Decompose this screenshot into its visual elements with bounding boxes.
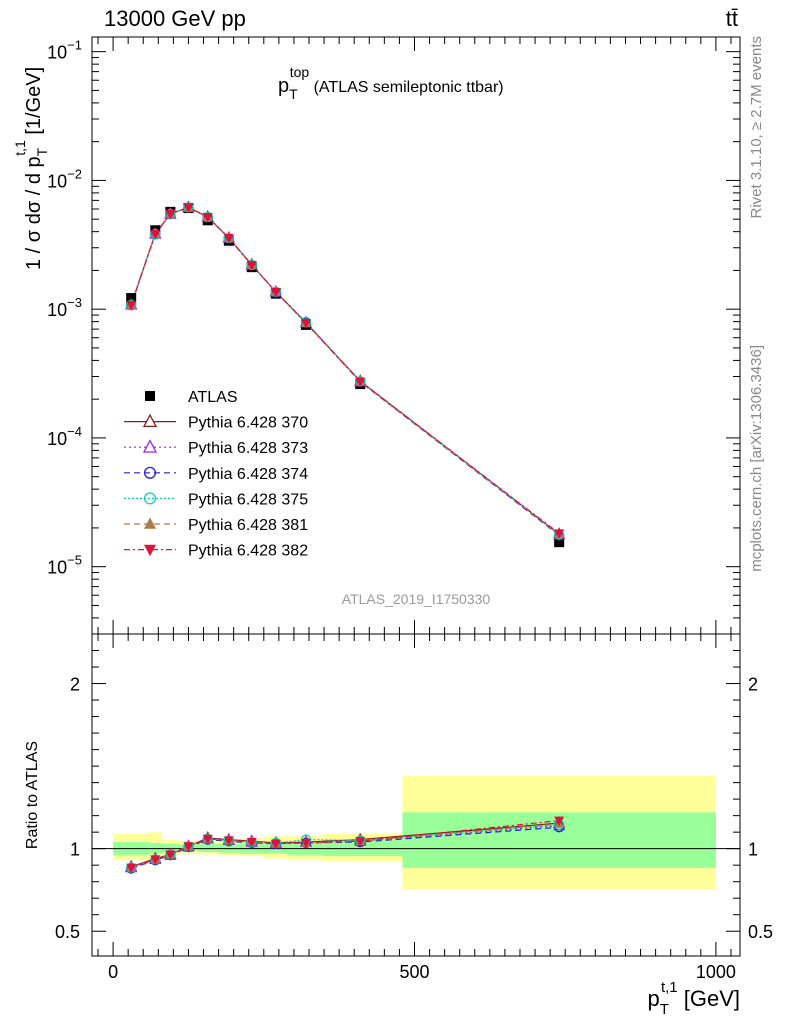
y-tick-label: 10−2 (47, 166, 82, 191)
process-label: tt̄ (726, 6, 738, 31)
y-tick-label-exp: −5 (67, 553, 82, 568)
legend-marker (145, 391, 155, 401)
ratio-tick-label: 1 (70, 840, 80, 860)
series-point (270, 287, 281, 298)
ratio-band-inner (324, 839, 403, 857)
series-point (246, 260, 257, 271)
y-tick-label-base: 10 (47, 300, 67, 320)
plot-title-main: p (278, 75, 289, 97)
y-axis-label-sup: t,1 (12, 140, 28, 156)
legend-marker (144, 544, 156, 557)
ratio-axis-label: Ratio to ATLAS (24, 741, 41, 849)
ratio-series-point (270, 839, 281, 850)
legend-marker (143, 492, 157, 505)
series-point (202, 213, 213, 223)
ratio-tick-label: 0.5 (55, 922, 80, 942)
ratio-series-point (554, 816, 565, 827)
series-point (165, 209, 176, 220)
series-point (150, 230, 161, 240)
main-panel: 10−110−210−310−410−5 pTtop (ATLAS semile… (12, 36, 741, 635)
y-axis-label-unit: [1/GeV] (23, 67, 45, 140)
ratio-axis-ticks: 0 500 1000 2 2 1 1 0.5 0.5 (55, 620, 773, 982)
main-axis-ticks: 10−110−210−310−410−5 (47, 37, 740, 635)
y-tick-label: 10−1 (47, 38, 82, 63)
atlas-data-point (554, 537, 565, 548)
legend-label: ATLAS (188, 389, 238, 406)
ratio-series-point (150, 855, 161, 865)
series-point (554, 529, 565, 539)
x-axis-label-main: p (648, 986, 660, 1011)
x-axis-label: pTt,1 [GeV] (648, 979, 740, 1018)
x-tick-label: 1000 (696, 962, 736, 982)
ratio-tick-label-right: 1 (748, 840, 758, 860)
y-tick-label-base: 10 (47, 171, 67, 191)
series-line (130, 206, 560, 536)
legend-marker (142, 439, 158, 453)
ratio-tick-label: 2 (70, 675, 80, 695)
y-tick-label-base: 10 (47, 43, 67, 63)
y-tick-label-base: 10 (47, 558, 67, 578)
ratio-panel: 0 500 1000 2 2 1 1 0.5 0.5 Ratio to ATLAS (24, 620, 773, 982)
x-tick-label: 0 (108, 962, 118, 982)
rivet-label: Rivet 3.1.10, ≥ 2.7M events (748, 36, 765, 219)
ratio-series-point (355, 837, 366, 847)
series-point (300, 318, 311, 329)
y-tick-label-exp: −4 (67, 424, 82, 439)
x-axis-label-sub: T (660, 1001, 669, 1018)
ratio-series-point (246, 838, 257, 848)
energy-label: 13000 GeV pp (104, 6, 246, 31)
ratio-band-inner (197, 843, 219, 852)
series-line (130, 206, 560, 534)
legend-label: Pythia 6.428 381 (188, 517, 308, 534)
legend-label: Pythia 6.428 382 (188, 543, 308, 560)
ratio-series-point (126, 863, 137, 874)
mcplots-label: mcplots.cern.ch [arXiv:1306.3436] (748, 345, 765, 572)
x-axis-label-unit: [GeV] (678, 986, 740, 1011)
plot-title-sup: top (290, 64, 310, 80)
ratio-tick-label-right: 0.5 (748, 922, 773, 942)
ratio-series-point (202, 834, 213, 845)
ratio-tick-label-right: 2 (748, 675, 758, 695)
y-tick-label: 10−3 (47, 295, 82, 320)
y-tick-label-base: 10 (47, 429, 67, 449)
legend-label: Pythia 6.428 374 (188, 466, 308, 483)
plot-title: pTtop (ATLAS semileptonic ttbar) (278, 64, 504, 102)
ratio-series-point (165, 850, 176, 860)
series-line (130, 206, 560, 535)
series-point (223, 234, 234, 244)
series-point (126, 300, 137, 311)
series-point (355, 377, 366, 388)
y-axis-label: 1 / σ dσ / d pTt,1 [1/GeV] (12, 67, 50, 270)
ratio-bands (92, 776, 740, 890)
legend-marker (144, 517, 156, 529)
legend-marker (142, 413, 158, 428)
plot-title-sub: T (289, 86, 298, 102)
ratio-data-layer (125, 816, 566, 874)
y-tick-label-exp: −2 (67, 166, 82, 181)
x-axis-label-sup: t,1 (661, 979, 678, 996)
y-tick-label-exp: −3 (67, 295, 82, 310)
legend: ATLAS Pythia 6.428 370 Pythia 6.428 373 Pyt… (124, 389, 308, 560)
plot-title-rest: (ATLAS semileptonic ttbar) (309, 79, 503, 96)
analysis-id: ATLAS_2019_I1750330 (342, 591, 491, 607)
y-axis-label-main: 1 / σ dσ / d p (23, 156, 45, 270)
legend-marker (143, 466, 157, 479)
legend-label: Pythia 6.428 373 (188, 440, 308, 457)
x-tick-label: 500 (399, 962, 429, 982)
ratio-series-point (223, 836, 234, 846)
legend-label: Pythia 6.428 370 (188, 415, 308, 432)
ratio-series-point (183, 842, 194, 852)
y-tick-label-exp: −1 (67, 38, 82, 53)
y-tick-label: 10−5 (47, 553, 82, 578)
ratio-series-point (300, 838, 311, 849)
y-tick-label: 10−4 (47, 424, 82, 449)
main-data-layer (125, 200, 566, 548)
series-point (183, 203, 194, 213)
legend-label: Pythia 6.428 375 (188, 491, 308, 508)
ratio-frame (91, 633, 741, 957)
y-axis-label-sub: T (34, 147, 50, 156)
